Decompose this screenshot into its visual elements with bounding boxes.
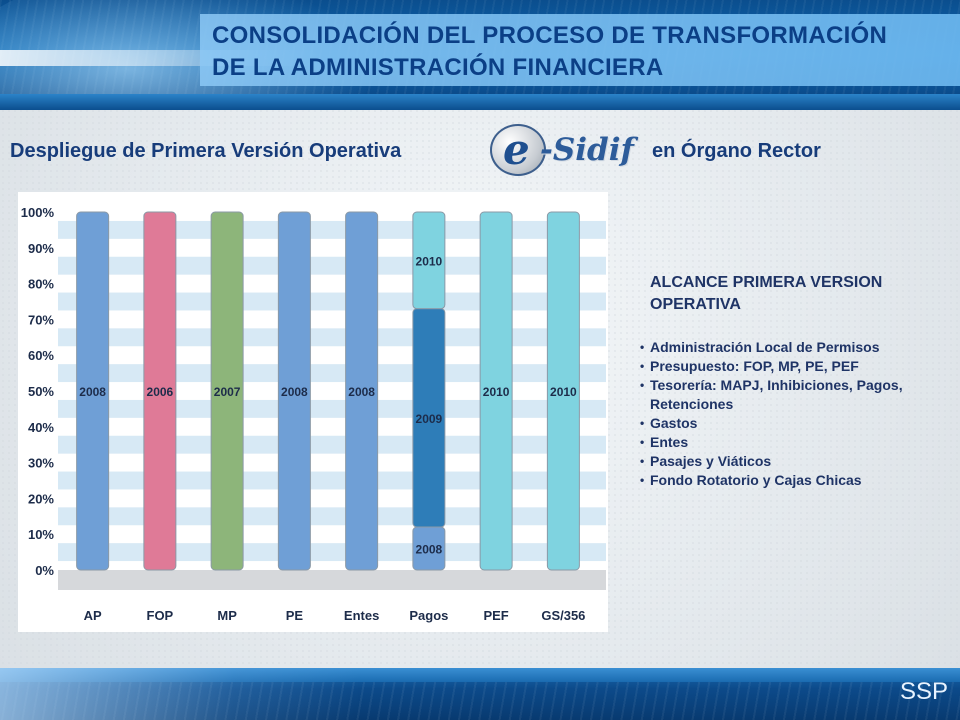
scope-heading-line2: OPERATIVA bbox=[650, 296, 741, 313]
bar-year-label: 2010 bbox=[483, 385, 510, 399]
e-sidif-logo: e -Sidif bbox=[490, 124, 646, 176]
bar-segment bbox=[143, 211, 177, 571]
grid-band bbox=[58, 256, 606, 275]
subtitle-before-logo: Despliegue de Primera Versión Operativa bbox=[10, 140, 402, 162]
y-tick-label: 100% bbox=[21, 205, 55, 220]
slide-title-line1: CONSOLIDACIÓN DEL PROCESO DE TRANSFORMAC… bbox=[212, 22, 888, 49]
header-banner: CONSOLIDACIÓN DEL PROCESO DE TRANSFORMAC… bbox=[0, 0, 960, 110]
scope-item: Pasajes y Viáticos bbox=[640, 452, 903, 471]
scope-item: Fondo Rotatorio y Cajas Chicas bbox=[640, 471, 903, 490]
x-category-label: PEF bbox=[483, 608, 508, 623]
subtitle-after-logo: en Órgano Rector bbox=[652, 140, 821, 162]
scope-list: Administración Local de Permisos Presupu… bbox=[640, 338, 903, 490]
logo-e-letter: e bbox=[503, 125, 530, 174]
scope-item: Presupuesto: FOP, MP, PE, PEF bbox=[640, 357, 903, 376]
bar-segment bbox=[277, 211, 311, 571]
deployment-chart: 0% 10% 20% 30% 40% 50% 60% 70% 80% 90% 100% 2008 AP 2… bbox=[18, 192, 608, 632]
x-category-label: FOP bbox=[147, 608, 174, 623]
bar-year-label: 2009 bbox=[416, 412, 443, 426]
x-category-label: PE bbox=[286, 608, 304, 623]
bar-year-label: 2008 bbox=[281, 385, 308, 399]
x-category-label: MP bbox=[217, 608, 237, 623]
scope-item: Entes bbox=[640, 433, 903, 452]
x-category-label: Entes bbox=[344, 608, 379, 623]
footer-glow bbox=[0, 668, 360, 720]
bar-segment bbox=[546, 211, 580, 571]
chart-floor bbox=[58, 570, 606, 590]
y-tick-label: 0% bbox=[35, 563, 54, 578]
bar-year-label: 2010 bbox=[550, 385, 577, 399]
y-tick-label: 10% bbox=[28, 527, 54, 542]
footer-org: SSP bbox=[899, 678, 948, 705]
y-tick-label: 30% bbox=[28, 456, 54, 471]
bar-segment bbox=[412, 211, 446, 310]
y-tick-label: 60% bbox=[28, 348, 54, 363]
logo-e-badge: e bbox=[490, 124, 546, 176]
header-bottom-band bbox=[0, 94, 960, 110]
grid-band bbox=[58, 292, 606, 311]
y-tick-label: 40% bbox=[28, 420, 54, 435]
bar-segment bbox=[76, 211, 110, 571]
grid-band bbox=[58, 435, 606, 454]
x-category-label: GS/356 bbox=[541, 608, 585, 623]
bar-year-label: 2010 bbox=[416, 254, 443, 268]
bar-segment bbox=[210, 211, 244, 571]
logo-word: -Sidif bbox=[540, 132, 634, 168]
scope-item: Gastos bbox=[640, 414, 903, 433]
y-tick-label: 20% bbox=[28, 491, 54, 506]
y-tick-label: 90% bbox=[28, 241, 54, 256]
y-tick-label: 80% bbox=[28, 277, 54, 292]
scope-heading-line1: ALCANCE PRIMERA VERSION bbox=[650, 274, 883, 291]
grid-band bbox=[58, 364, 606, 383]
chart-svg: 0% 10% 20% 30% 40% 50% 60% 70% 80% 90% 100% 2008 AP 2… bbox=[21, 205, 606, 623]
grid-band bbox=[58, 471, 606, 490]
grid-band bbox=[58, 507, 606, 526]
footer-band: SSP bbox=[0, 668, 960, 720]
grid-band bbox=[58, 220, 606, 239]
bar-segment bbox=[345, 211, 379, 571]
bar-year-label: 2008 bbox=[416, 543, 443, 557]
bar-year-label: 2008 bbox=[348, 385, 375, 399]
scope-item: Tesorería: MAPJ, Inhibiciones, Pagos, bbox=[640, 376, 903, 395]
y-tick-label: 70% bbox=[28, 312, 54, 327]
scope-item-continuation: Retenciones bbox=[650, 396, 734, 412]
grid-band bbox=[58, 399, 606, 418]
bar-segment bbox=[479, 211, 513, 571]
bar-year-label: 2008 bbox=[79, 385, 106, 399]
title-box: CONSOLIDACIÓN DEL PROCESO DE TRANSFORMAC… bbox=[200, 14, 960, 86]
grid-band bbox=[58, 543, 606, 562]
grid-band bbox=[58, 328, 606, 347]
bar-year-label: 2006 bbox=[147, 385, 174, 399]
y-tick-label: 50% bbox=[28, 384, 54, 399]
x-category-label: Pagos bbox=[409, 608, 448, 623]
x-category-label: AP bbox=[84, 608, 102, 623]
scope-heading: ALCANCE PRIMERA VERSION OPERATIVA bbox=[650, 272, 882, 316]
bar-year-label: 2007 bbox=[214, 385, 241, 399]
slide-title-line2: DE LA ADMINISTRACIÓN FINANCIERA bbox=[212, 54, 664, 81]
scope-item: Administración Local de Permisos bbox=[640, 338, 903, 357]
